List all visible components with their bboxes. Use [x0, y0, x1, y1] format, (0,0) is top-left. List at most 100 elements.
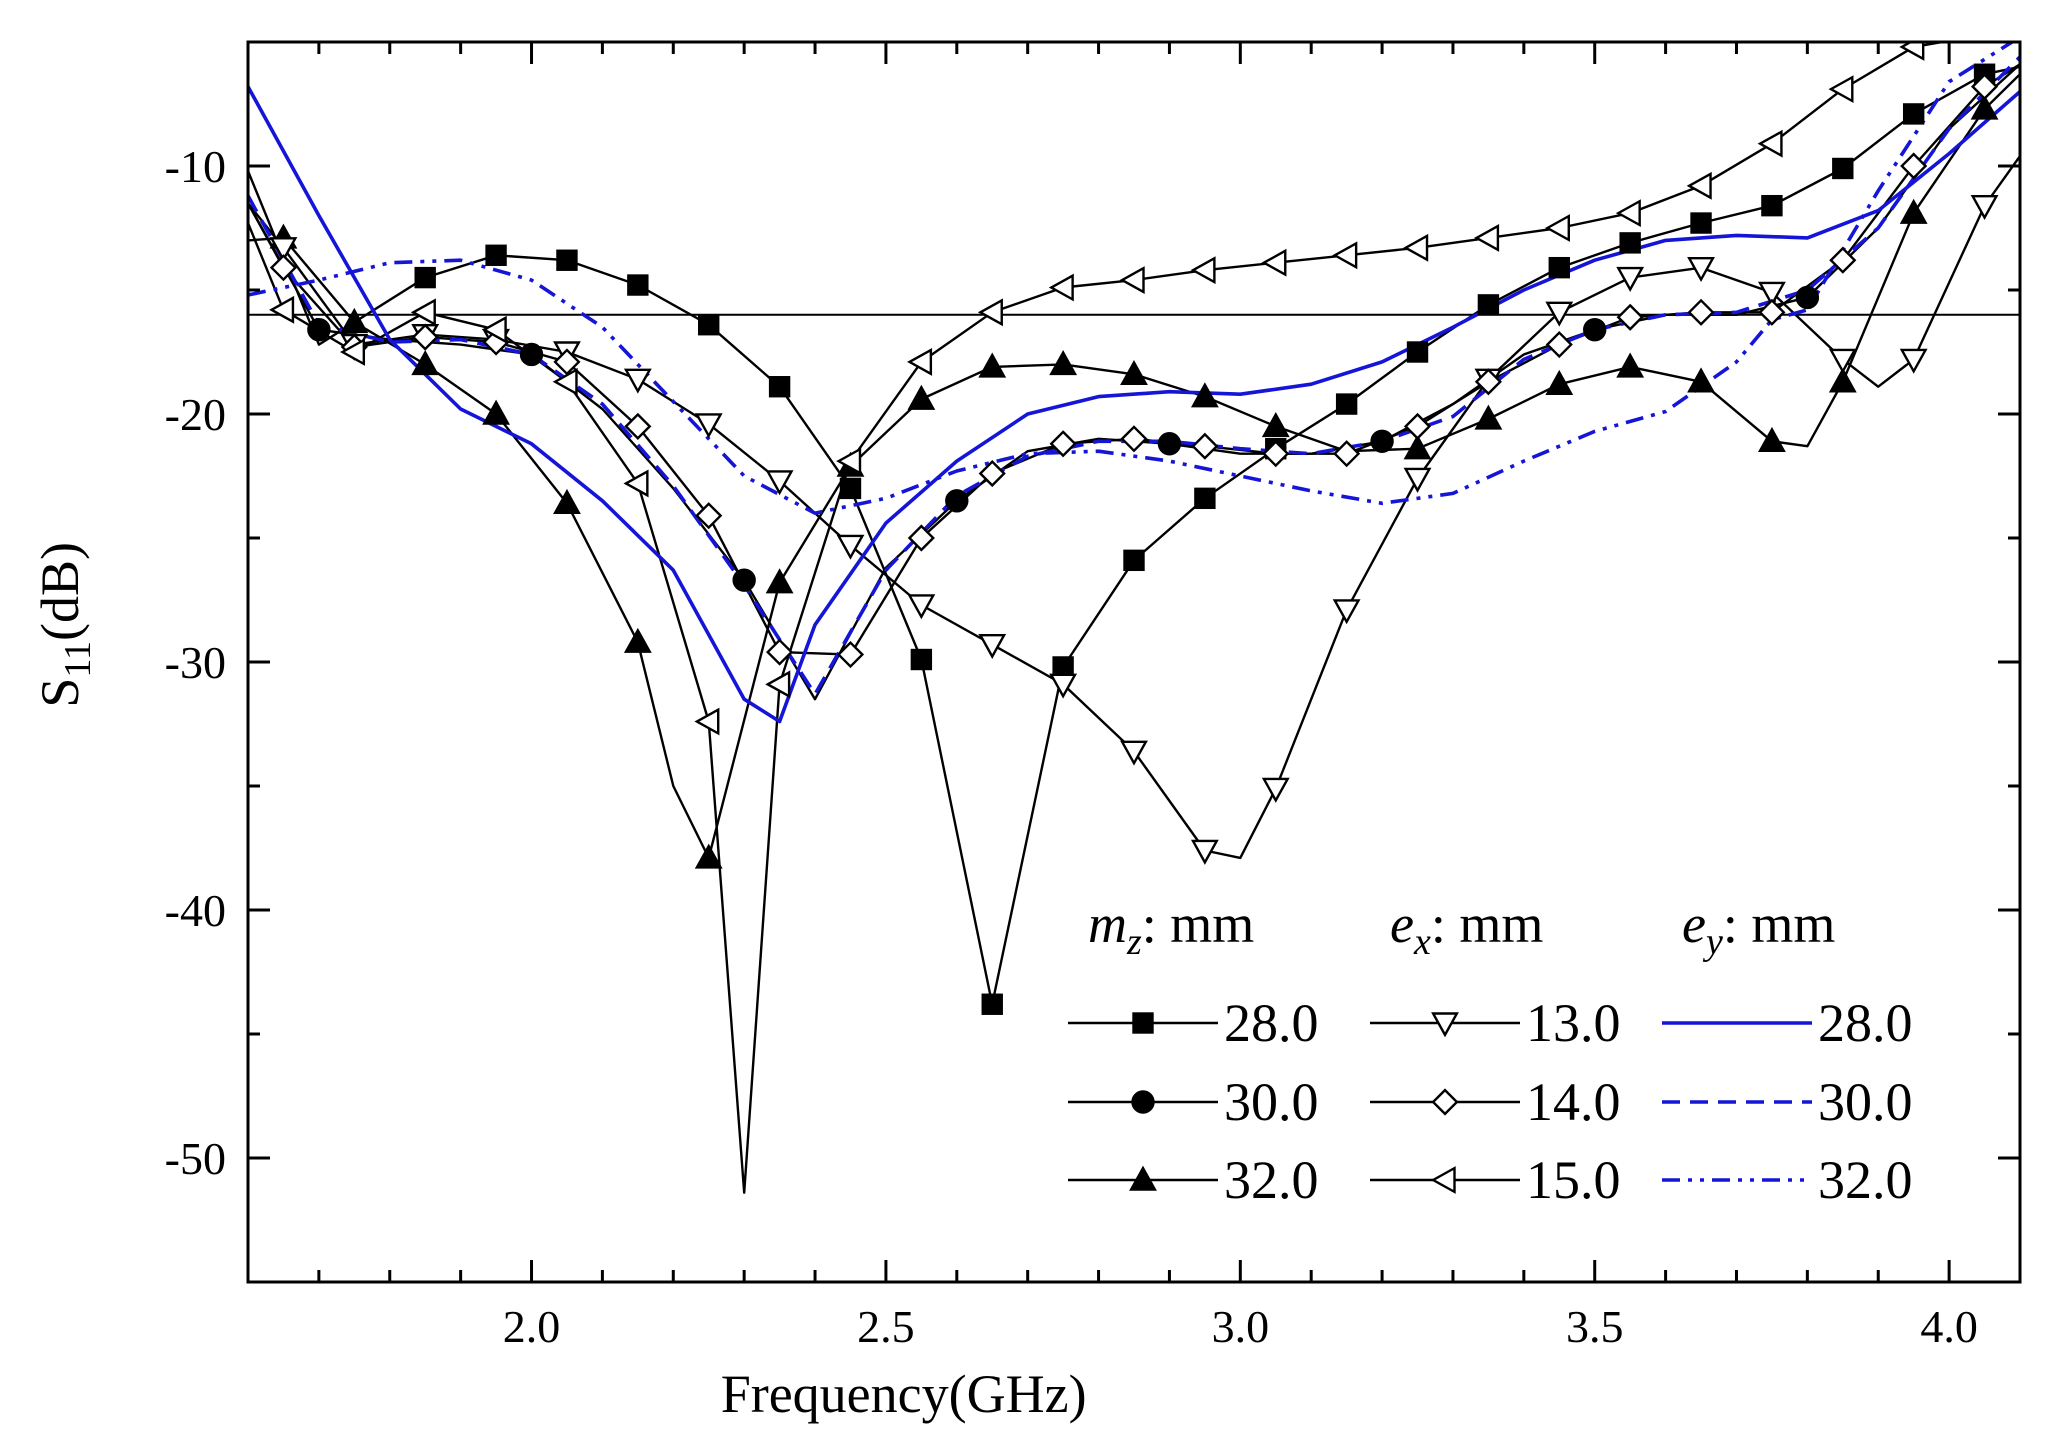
marker-circle [307, 317, 331, 342]
marker-triangle-left [977, 298, 1003, 327]
marker-diamond [1120, 425, 1148, 453]
marker-circle [1583, 317, 1607, 342]
marker-diamond [836, 640, 865, 669]
marker-triangle-down [1970, 194, 1999, 221]
marker-triangle-left [836, 447, 862, 476]
marker-triangle-down [1758, 281, 1786, 307]
marker-triangle-up [1758, 426, 1786, 452]
marker-triangle-left [1757, 129, 1783, 158]
legend-label: 32.0 [1818, 1150, 1913, 1210]
marker-triangle-down [1120, 740, 1148, 766]
marker-triangle-up [1687, 367, 1715, 393]
marker-square [1902, 103, 1925, 125]
marker-triangle-left [623, 469, 649, 498]
marker-triangle-up [623, 627, 652, 653]
legend-header: ey: mm [1682, 894, 1835, 963]
marker-diamond [1687, 298, 1715, 326]
marker-diamond [411, 323, 439, 351]
legend-label: 28.0 [1224, 993, 1319, 1053]
marker-triangle-up [978, 352, 1007, 378]
legend-label: 28.0 [1818, 993, 1913, 1053]
marker-diamond [1829, 246, 1857, 274]
marker-layer [269, 42, 1999, 1015]
legend: mz: mm ex: mm ey: mm 28.0 30.0 32.0 13.0 14.0 15… [1068, 894, 1913, 1210]
marker-triangle-up [1190, 382, 1219, 408]
marker-square [1619, 232, 1641, 254]
marker-square [1690, 212, 1712, 234]
marker-triangle-up [411, 350, 440, 376]
marker-square [698, 314, 720, 336]
marker-diamond [907, 524, 935, 552]
marker-triangle-down [1899, 348, 1928, 374]
series-line-m-z-28-0 [248, 65, 2020, 1006]
marker-diamond [1474, 368, 1502, 396]
marker-triangle-left [1261, 248, 1287, 277]
marker-diamond [1545, 330, 1573, 359]
marker-square [485, 244, 507, 266]
marker-square [910, 648, 933, 671]
marker-diamond [1049, 430, 1077, 458]
marker-triangle-left [1899, 42, 1925, 61]
marker-circle [945, 489, 969, 513]
legend-label: 32.0 [1224, 1150, 1319, 1210]
marker-square [1132, 1012, 1154, 1034]
series-line-e-y-32-0 [248, 42, 2016, 516]
marker-circle [732, 568, 756, 592]
marker-square [556, 249, 578, 271]
marker-diamond [766, 638, 794, 666]
marker-triangle-down [1687, 256, 1715, 283]
marker-triangle-up [340, 307, 369, 333]
marker-triangle-down [623, 368, 652, 394]
marker-square [839, 477, 862, 500]
marker-triangle-left [1332, 241, 1358, 270]
marker-triangle-up [1261, 412, 1290, 438]
marker-triangle-left [1403, 233, 1429, 262]
marker-triangle-left [269, 295, 295, 324]
marker-square [1052, 656, 1074, 678]
legend-header: ex: mm [1390, 894, 1543, 963]
marker-triangle-left [1048, 273, 1074, 302]
marker-triangle-left [1544, 214, 1570, 242]
marker-diamond [1333, 440, 1361, 468]
marker-triangle-left [765, 670, 791, 699]
marker-triangle-left [552, 367, 578, 396]
legend-label: 15.0 [1526, 1150, 1621, 1210]
marker-triangle-down [978, 633, 1007, 659]
marker-circle [1157, 432, 1182, 456]
marker-triangle-down [1828, 348, 1857, 374]
marker-triangle-down [1261, 777, 1290, 803]
marker-diamond [978, 459, 1006, 488]
y-tick-label: -50 [165, 1133, 226, 1184]
marker-triangle-down [1616, 266, 1645, 292]
legend-label: 14.0 [1526, 1072, 1621, 1132]
marker-square [627, 274, 649, 296]
marker-triangle-left [1686, 171, 1712, 200]
marker-triangle-down [1049, 673, 1078, 699]
marker-diamond [1191, 432, 1219, 460]
marker-square [1406, 341, 1429, 363]
marker-triangle-up [1474, 404, 1503, 430]
x-tick-label: 2.0 [503, 1301, 561, 1352]
marker-triangle-down [1431, 1012, 1459, 1038]
marker-diamond [1900, 152, 1928, 180]
marker-triangle-down [1332, 599, 1361, 625]
marker-triangle-up [1049, 350, 1078, 376]
marker-triangle-up [1899, 198, 1928, 224]
marker-square [1335, 393, 1358, 415]
y-tick-label: -20 [165, 389, 226, 440]
legend-label: 30.0 [1224, 1072, 1319, 1132]
legend-label: 30.0 [1818, 1072, 1913, 1132]
marker-triangle-up [765, 568, 794, 594]
marker-diamond [1970, 73, 1999, 101]
x-tick-label: 3.5 [1566, 1301, 1624, 1352]
marker-triangle-left [1119, 266, 1145, 294]
marker-diamond [1616, 303, 1644, 331]
marker-triangle-up [694, 843, 723, 869]
marker-diamond [624, 412, 652, 440]
marker-triangle-left [1190, 256, 1216, 285]
marker-diamond [1758, 298, 1786, 326]
series-line-e-y-28-0 [248, 85, 2020, 724]
marker-triangle-down [694, 413, 723, 439]
y-axis-title: S11(dB) [30, 542, 99, 708]
